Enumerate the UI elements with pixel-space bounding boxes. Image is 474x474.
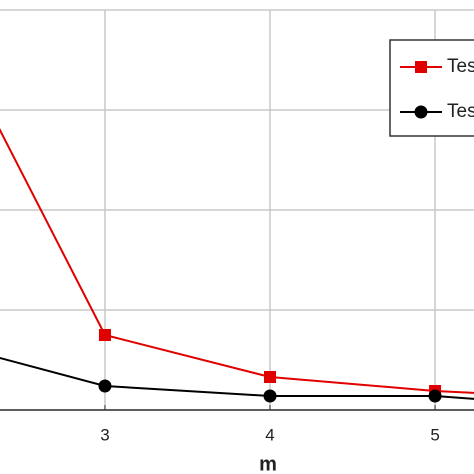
series-line bbox=[0, 356, 474, 400]
legend-label: Tes bbox=[447, 101, 474, 122]
grid bbox=[0, 9, 474, 411]
marker bbox=[264, 371, 277, 383]
x-tick-label: 5 bbox=[430, 425, 439, 444]
x-axis-label: m bbox=[259, 453, 277, 474]
marker bbox=[263, 389, 277, 403]
marker bbox=[428, 389, 442, 403]
legend-box bbox=[389, 39, 474, 137]
x-tick-label: 3 bbox=[100, 425, 109, 444]
marker bbox=[415, 61, 427, 73]
marker bbox=[98, 329, 111, 341]
marker bbox=[414, 105, 428, 119]
plot-area bbox=[0, 128, 474, 403]
legend-label: Tes bbox=[447, 56, 474, 77]
legend: Tes Tes bbox=[389, 39, 474, 137]
marker bbox=[98, 379, 112, 393]
x-tick-label: 4 bbox=[265, 425, 274, 444]
